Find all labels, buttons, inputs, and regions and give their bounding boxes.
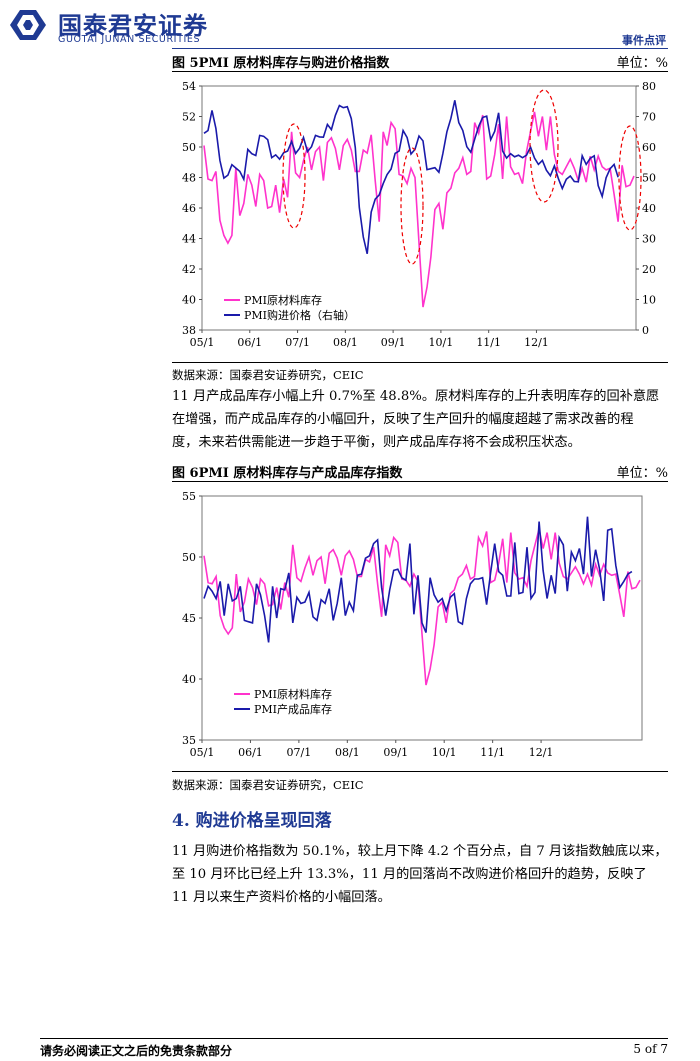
x-tick-label: 05/1 [190,336,215,349]
figure-6-source: 数据来源：国泰君安证券研究，CEIC [172,778,364,792]
paragraph-line: 在增强，而产成品库存的小幅回升，反映了生产回升的幅度超越了需求改善的程 [172,412,634,427]
y2-tick-label: 40 [642,202,656,215]
x-tick-label: 12/1 [524,336,549,349]
figure-6-bottom-rule [172,771,668,772]
highlight-ellipse [618,125,642,231]
y2-tick-label: 10 [642,294,656,307]
y-tick-label: 38 [182,324,196,337]
x-tick-label: 07/1 [285,336,310,349]
x-tick-label: 05/1 [190,746,215,759]
y-tick-label: 50 [182,551,196,564]
document-type: 事件点评 [622,34,666,47]
y-tick-label: 45 [182,612,196,625]
y2-tick-label: 70 [642,111,656,124]
y-tick-label: 48 [182,172,196,185]
series-line-2 [203,100,619,254]
x-tick-label: 06/1 [237,336,262,349]
y2-tick-label: 30 [642,233,656,246]
company-name-en: GUOTAI JUNAN SECURITIES [58,34,201,45]
x-tick-label: 06/1 [238,746,263,759]
figure-5-unit: 单位：% [616,56,668,71]
y-tick-label: 44 [182,233,196,246]
legend-label: PMI原材料库存 [244,293,322,307]
figure-5-chart: 54 52 50 48 46 44 42 40 38 80 70 60 50 40 30 20 10 0 05/1 0… [182,80,656,349]
figure-5-bottom-rule [172,362,668,363]
y-tick-label: 46 [182,202,196,215]
legend-label: PMI产成品库存 [254,702,332,716]
series-line-1 [203,111,635,308]
x-tick-label: 12/1 [529,746,554,759]
section-4-paragraph: 11 月购进价格指数为 50.1%，较上月下降 4.2 个百分点，自 7 月该指… [172,840,668,909]
x-tick-label: 11/1 [476,336,501,349]
figure-6-title: 图 6PMI 原材料库存与产成品库存指数 [172,466,403,481]
figure-6-unit: 单位：% [616,466,668,481]
y-tick-label: 40 [182,673,196,686]
series-line-2 [203,516,633,643]
paragraph-line: 至 10 月环比已经上升 13.3%，11 月的回落尚不改购进价格回升的趋势，反… [172,867,647,882]
y-tick-label: 40 [182,294,196,307]
paragraph-line: 11 月以来生产资料价格的小幅回落。 [172,890,391,905]
section-4-title: 4. 购进价格呈现回落 [172,811,332,831]
y-tick-label: 42 [182,263,196,276]
y2-tick-label: 0 [642,324,649,337]
x-tick-label: 08/1 [335,746,360,759]
highlight-ellipse [529,89,559,203]
x-tick-label: 07/1 [287,746,312,759]
page-header: 国泰君安证券 GUOTAI JUNAN SECURITIES 事件点评 [0,0,700,50]
y2-tick-label: 80 [642,80,656,93]
company-name-cn: 国泰君安证券 [58,12,208,40]
header-rule [172,48,668,49]
x-tick-label: 09/1 [381,336,406,349]
series-line-1 [203,528,641,686]
page-number: 5 of 7 [633,1042,668,1056]
y-tick-label: 35 [182,734,196,747]
highlight-ellipse [282,123,306,229]
y-tick-label: 54 [182,80,196,93]
x-tick-label: 10/1 [429,336,454,349]
figure-5-title: 图 5PMI 原材料库存与购进价格指数 [172,56,390,71]
legend-label: PMI购进价格（右轴） [244,308,355,322]
y-tick-label: 52 [182,111,196,124]
y-tick-label: 50 [182,141,196,154]
y2-tick-label: 20 [642,263,656,276]
y-tick-label: 55 [182,490,196,503]
paragraph-line: 度，未来若供需能进一步趋于平衡，则产成品库存将不会成积压状态。 [172,435,581,450]
highlight-ellipse [400,147,424,265]
paragraph-line: 11 月购进价格指数为 50.1%，较上月下降 4.2 个百分点，自 7 月该指… [172,844,668,859]
figure-5-top-rule [172,71,668,72]
figure-6-top-rule [172,481,668,482]
legend-label: PMI原材料库存 [254,687,332,701]
x-tick-label: 08/1 [333,336,358,349]
x-tick-label: 10/1 [432,746,457,759]
x-tick-label: 11/1 [480,746,505,759]
footer-rule [40,1038,668,1039]
company-logo-icon [10,10,46,40]
y2-tick-label: 50 [642,172,656,185]
figure-5-source: 数据来源：国泰君安证券研究，CEIC [172,368,364,382]
y2-tick-label: 60 [642,141,656,154]
footer-disclaimer: 请务必阅读正文之后的免责条款部分 [40,1044,233,1058]
paragraph-inventory: 11 月产成品库存小幅上升 0.7%至 48.8%。原材料库存的上升表明库存的回… [172,385,668,454]
paragraph-line: 11 月产成品库存小幅上升 0.7%至 48.8%。原材料库存的上升表明库存的回… [172,389,660,404]
x-tick-label: 09/1 [383,746,408,759]
